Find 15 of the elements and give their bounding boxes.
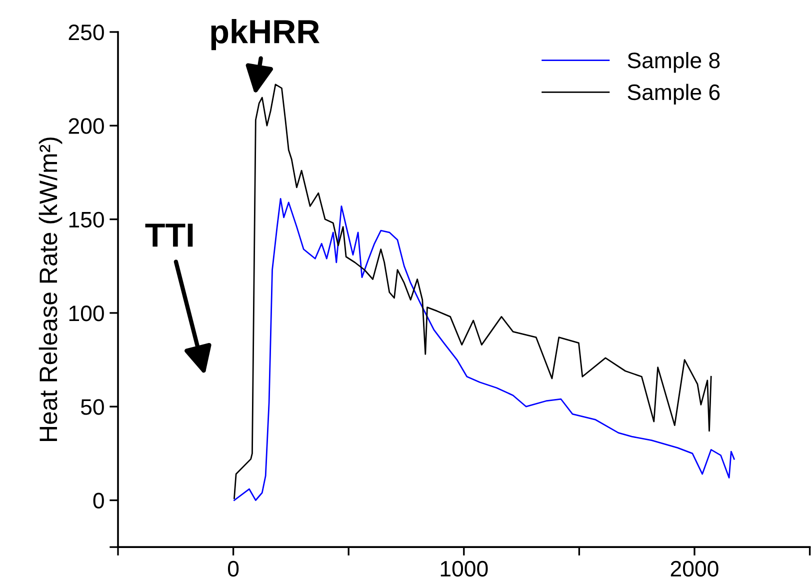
- legend-label: Sample 8: [628, 52, 720, 73]
- annotation: TTI: [145, 224, 193, 247]
- y-tick-label: 250: [68, 24, 104, 40]
- annotation: pkHRR: [211, 19, 320, 50]
- x-tick-label: 1000: [440, 560, 488, 577]
- y-axis-title: Heat Release Rate (kW/m²): [38, 138, 62, 441]
- y-tick-label: 0: [93, 492, 104, 509]
- line-series: [234, 198, 735, 501]
- legend-label: Sample 6: [628, 84, 720, 105]
- x-tick-label: 2000: [670, 560, 718, 577]
- y-tick-label: 100: [69, 305, 104, 322]
- y-tick-label: 150: [69, 212, 104, 228]
- y-tick-label: 200: [68, 118, 104, 134]
- y-tick-label: 50: [80, 399, 104, 415]
- x-tick-label: 0: [228, 560, 239, 577]
